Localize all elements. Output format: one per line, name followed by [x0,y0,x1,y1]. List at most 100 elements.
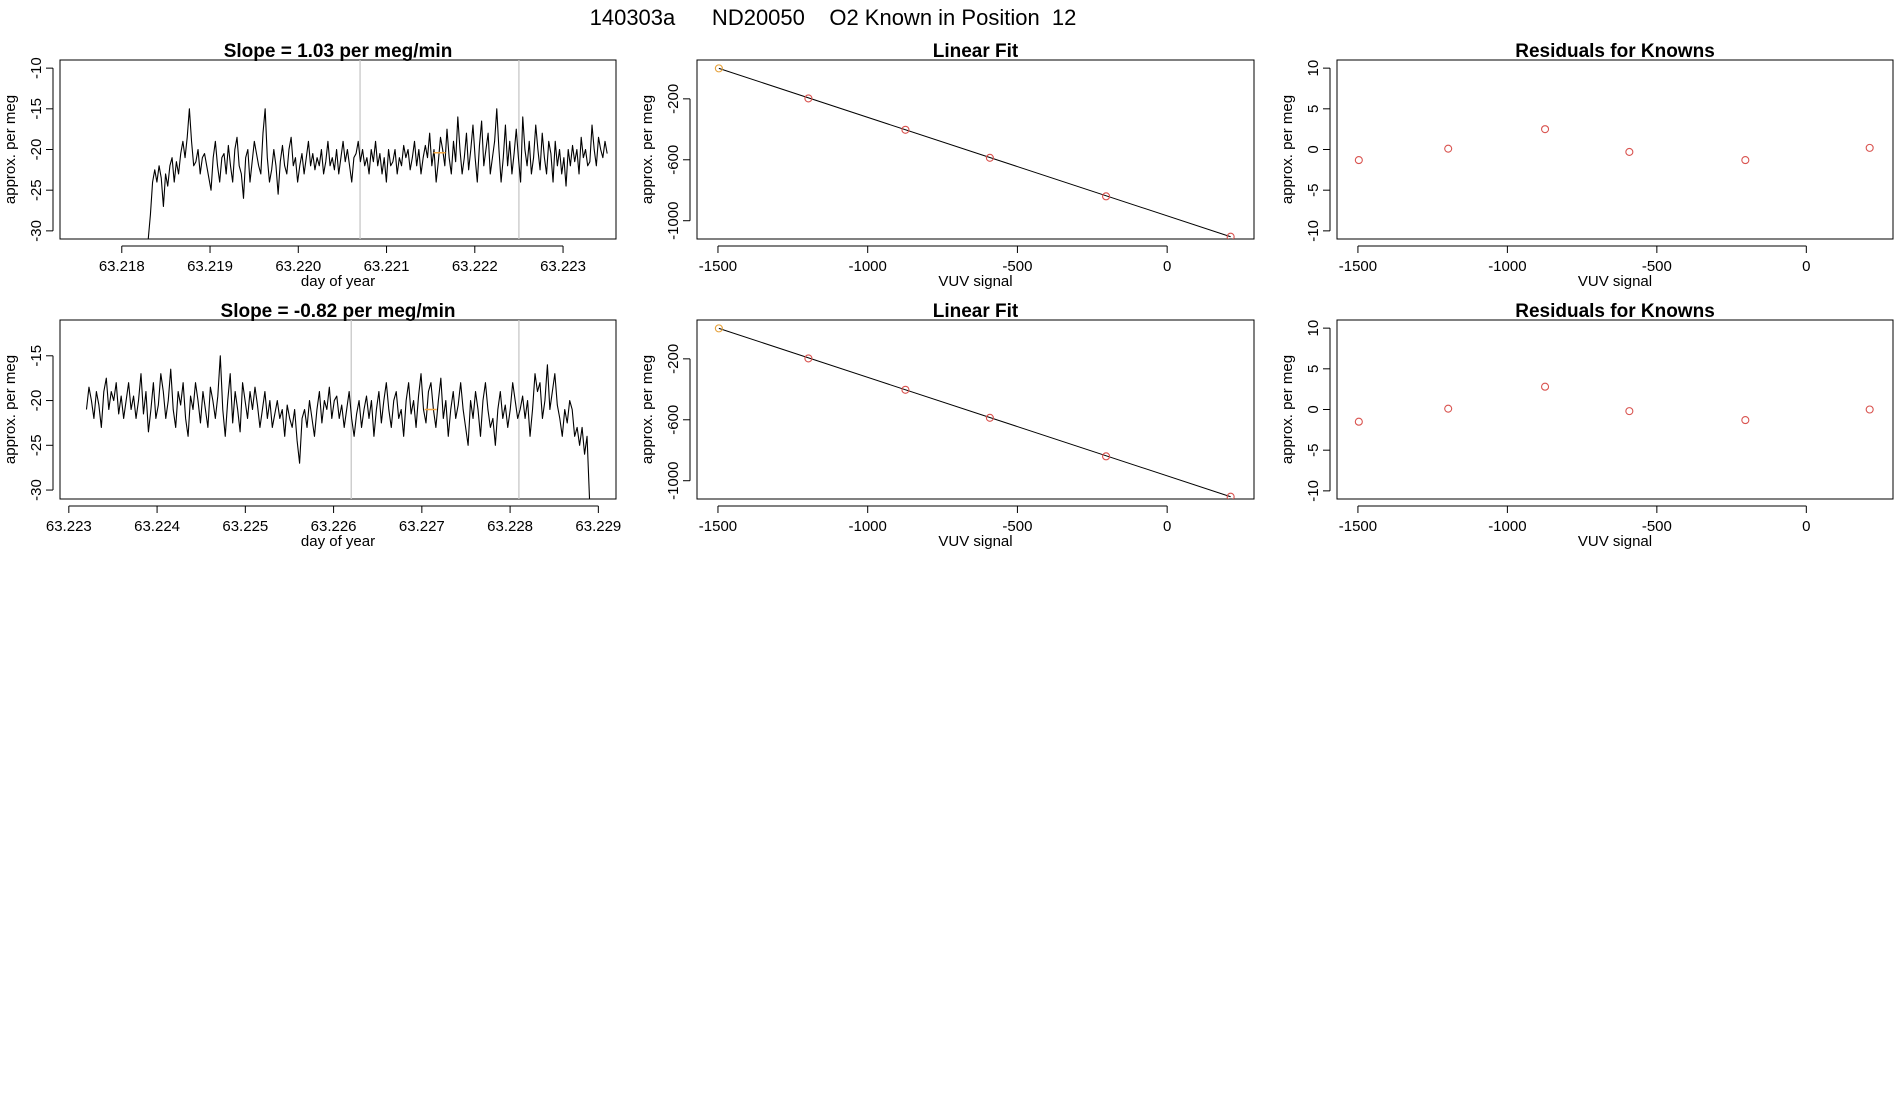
y-tick-label: -600 [665,405,682,435]
y-tick-label: -10 [28,57,45,79]
panel-title: Linear Fit [933,41,1019,62]
x-axis-label: VUV signal [1578,533,1652,550]
x-tick-label: -1500 [699,518,737,535]
x-axis-label: day of year [301,273,375,290]
y-tick-label: -20 [28,390,45,412]
page-title: 140303a ND20050 O2 Known in Position 12 [590,5,1077,30]
data-point [985,413,994,422]
x-axis-label: VUV signal [938,533,1012,550]
x-tick-label: -1500 [1339,518,1377,535]
y-tick-label: -1000 [665,462,682,500]
series-line [85,355,591,499]
x-tick-label: 63.226 [311,518,357,535]
y-tick-label: -30 [28,220,45,242]
fit-line [718,327,1231,498]
y-tick-label: -1000 [665,202,682,240]
series-line [147,108,608,239]
data-point [1541,125,1550,134]
plot-frame [696,59,1255,240]
x-axis-label: day of year [301,533,375,550]
panel-4: Slope = -0.82 per meg/min 63.223 63.224 63.… [2,301,621,550]
data-point [1625,407,1634,416]
y-tick-label: -10 [1305,480,1322,502]
panel-title: Linear Fit [933,301,1019,322]
y-tick-label: 0 [1305,405,1322,413]
x-tick-label: 63.224 [134,518,180,535]
plot-area [85,320,591,499]
x-tick-label: 63.221 [364,258,410,275]
y-tick-label: -15 [28,98,45,120]
panel-3: Residuals for Knowns -1500 -1000 -500 0 VUV s… [1279,41,1894,290]
data-point [1102,192,1111,201]
x-tick-label: 63.218 [99,258,145,275]
data-point [1865,405,1874,414]
x-tick-label: -500 [1002,258,1032,275]
data-point [901,125,910,134]
data-point [804,354,813,363]
plot-area [1354,382,1874,426]
panel-6: Residuals for Knowns -1500 -1000 -500 0 VUV s… [1279,301,1894,550]
x-tick-label: -1500 [1339,258,1377,275]
plot-area [714,324,1235,499]
plot-frame [1336,319,1894,500]
x-tick-label: 63.220 [275,258,321,275]
y-tick-label: -30 [28,479,45,501]
y-tick-label: -25 [28,434,45,456]
panel-title: Slope = -0.82 per meg/min [221,301,456,322]
x-tick-label: -500 [1002,518,1032,535]
plot-frame [696,319,1255,500]
x-tick-label: 0 [1802,258,1810,275]
x-tick-label: 0 [1163,518,1171,535]
data-point [1541,382,1550,391]
data-point [714,64,723,73]
plot-frame [1336,59,1894,240]
x-tick-label: -500 [1642,518,1672,535]
plot-frame [59,319,617,500]
data-point [1354,417,1363,426]
data-point [1226,492,1235,499]
y-axis-label: approx. per meg [1279,95,1296,204]
data-point [804,94,813,103]
y-tick-label: 5 [1305,105,1322,113]
panel-1: Slope = 1.03 per meg/min 63.218 63.219 63.2… [2,41,617,290]
x-tick-label: 63.225 [222,518,268,535]
x-tick-label: 63.227 [399,518,445,535]
data-point [1102,452,1111,461]
y-tick-label: 5 [1305,365,1322,373]
panel-5: Linear Fit -1500 -1000 -500 0 VUV signal -200 -… [639,301,1255,550]
plot-area [147,60,608,239]
data-point [901,385,910,394]
y-tick-label: -20 [28,139,45,161]
y-tick-label: -25 [28,179,45,201]
y-axis-label: approx. per meg [2,95,19,204]
y-tick-label: -10 [1305,220,1322,242]
x-tick-label: -500 [1642,258,1672,275]
x-tick-label: -1000 [1488,258,1526,275]
x-tick-label: 63.229 [575,518,621,535]
x-tick-label: -1000 [849,258,887,275]
x-axis-label: VUV signal [938,273,1012,290]
x-tick-label: 63.223 [540,258,586,275]
x-tick-label: 63.223 [46,518,92,535]
y-tick-label: -200 [665,84,682,114]
x-tick-label: 63.222 [452,258,498,275]
x-tick-label: -1500 [699,258,737,275]
fit-line [718,67,1231,238]
data-point [714,324,723,333]
x-tick-label: 63.219 [187,258,233,275]
x-axis-label: VUV signal [1578,273,1652,290]
x-tick-label: 0 [1802,518,1810,535]
data-point [1865,143,1874,152]
data-point [1444,404,1453,413]
data-point [1625,147,1634,156]
y-tick-label: -200 [665,344,682,374]
y-tick-label: -5 [1305,184,1322,197]
y-tick-label: -5 [1305,444,1322,457]
y-tick-label: -15 [28,345,45,367]
x-tick-label: 63.228 [487,518,533,535]
y-tick-label: -600 [665,145,682,175]
data-point [1741,416,1750,425]
y-tick-label: 10 [1305,60,1322,77]
data-point [985,153,994,162]
